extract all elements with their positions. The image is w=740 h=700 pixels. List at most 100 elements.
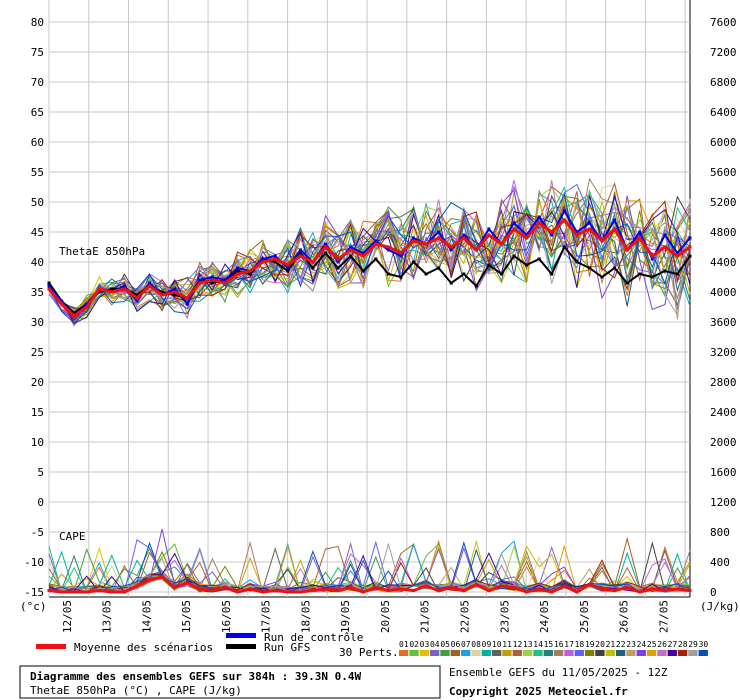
perturbation-number: 13 (523, 640, 533, 649)
right-tick-label: 800 (710, 526, 730, 539)
mean-cape-line-point (336, 589, 340, 592)
gfs-thetae-line-point (273, 260, 277, 264)
gfs-thetae-line-point (688, 254, 692, 258)
legend-control-label: Run de contrôle (264, 631, 363, 644)
mean-thetae-line-point (85, 305, 89, 309)
gfs-thetae-line-point (361, 269, 365, 273)
mean-cape-line-point (449, 586, 453, 589)
gfs-thetae-line-point (675, 272, 679, 276)
mean-cape-line-point (675, 587, 679, 591)
perturbation-number: 26 (657, 640, 667, 649)
gfs-thetae-line-point (210, 281, 214, 285)
mean-cape-line-point (110, 590, 114, 594)
perturbation-number: 01 (399, 640, 409, 649)
gfs-thetae-line-point (286, 269, 290, 273)
mean-thetae-line-point (411, 239, 415, 243)
x-tick-label: 15/05 (180, 600, 193, 633)
gfs-thetae-line-point (110, 287, 114, 291)
mean-cape-line-point (537, 587, 541, 591)
gfs-thetae-line-point (374, 257, 378, 261)
perturbation-swatch (595, 650, 605, 656)
gfs-thetae-line-point (386, 272, 390, 276)
mean-thetae-line-point (210, 278, 214, 282)
gfs-thetae-line-point (499, 272, 503, 276)
mean-cape-line-point (374, 586, 378, 589)
control-thetae-line-point (512, 221, 516, 225)
mean-thetae-line-point (349, 248, 353, 252)
perturbation-swatch (564, 650, 574, 656)
perturbation-swatch (471, 650, 481, 656)
mean-cape-line-point (512, 586, 516, 589)
perturbation-number: 19 (585, 640, 595, 649)
mean-cape-line-point (550, 590, 554, 594)
perturbation-swatch (533, 650, 543, 656)
mean-cape-line-point (613, 589, 617, 592)
control-thetae-line-point (462, 233, 466, 237)
control-thetae-line-point (374, 239, 378, 243)
perturbation-swatch (450, 650, 460, 656)
mean-cape-line-point (650, 587, 654, 591)
gfs-thetae-line-point (650, 275, 654, 279)
legend-gfs-swatch (226, 644, 256, 649)
perturbation-number: 10 (492, 640, 502, 649)
mean-thetae-line-point (198, 281, 202, 285)
footer-title: Diagramme des ensembles GEFS sur 384h : … (30, 670, 362, 683)
mean-cape-line-point (625, 586, 629, 589)
mean-cape-line-point (499, 584, 503, 588)
gfs-thetae-line-point (512, 254, 516, 258)
control-thetae-line-point (349, 245, 353, 249)
left-tick-label: 0 (37, 496, 44, 509)
gfs-thetae-line-point (437, 266, 441, 270)
mean-cape-line-point (223, 586, 227, 589)
mean-thetae-line-point (223, 281, 227, 285)
perturbation-swatch (698, 650, 708, 656)
mean-thetae-line-point (537, 221, 541, 225)
x-tick-label: 20/05 (379, 600, 392, 633)
mean-cape-line-point (160, 575, 164, 579)
mean-cape-line-point (286, 590, 290, 594)
right-tick-label: 7600 (710, 16, 737, 29)
mean-cape-line-point (248, 587, 252, 591)
control-thetae-line-point (210, 275, 214, 279)
x-tick-label: 22/05 (459, 600, 472, 633)
x-tick-label: 23/05 (498, 600, 511, 633)
perturbation-number: 16 (554, 640, 564, 649)
perturbation-number: 25 (647, 640, 657, 649)
gfs-thetae-line-point (236, 269, 240, 273)
gfs-thetae-line-point (575, 260, 579, 264)
perturbation-swatch (460, 650, 471, 656)
footer-subtitle: ThetaE 850hPa (°C) , CAPE (J/kg) (30, 684, 242, 697)
left-tick-label: 70 (31, 76, 44, 89)
perturbation-swatch (512, 650, 522, 656)
legend-gfs-label: Run GFS (264, 641, 310, 654)
left-tick-label: 25 (31, 346, 44, 359)
mean-thetae-line-point (173, 290, 177, 294)
perturbation-number: 09 (482, 640, 492, 649)
gfs-thetae-line-point (72, 311, 76, 315)
control-thetae-line-point (663, 233, 667, 237)
gfs-thetae-line-point (462, 272, 466, 276)
perturbation-swatch (657, 650, 667, 656)
left-tick-label: 50 (31, 196, 44, 209)
legend: Moyenne des scénarios Run de contrôle Ru… (36, 631, 708, 659)
control-thetae-line-point (135, 299, 139, 303)
mean-thetae-line-point (462, 236, 466, 240)
perturbation-number: 28 (678, 640, 688, 649)
perturbation-swatch (522, 650, 533, 656)
mean-thetae-line-point (160, 293, 164, 297)
right-tick-label: 7200 (710, 46, 737, 59)
gfs-thetae-line-point (248, 272, 252, 276)
control-thetae-line-point (487, 227, 491, 231)
gfs-thetae-line-point (587, 266, 591, 270)
mean-cape-line-point (600, 587, 604, 591)
mean-thetae-line-point (487, 233, 491, 237)
perturbation-number: 22 (616, 640, 626, 649)
mean-cape-line-point (411, 589, 415, 592)
left-tick-label: 65 (31, 106, 44, 119)
perturbation-number: 30 (699, 640, 709, 649)
mean-thetae-line-point (575, 233, 579, 237)
copyright: Copyright 2025 Meteociel.fr (449, 685, 628, 698)
mean-thetae-line-point (675, 254, 679, 258)
perturbation-number: 05 (440, 640, 450, 649)
